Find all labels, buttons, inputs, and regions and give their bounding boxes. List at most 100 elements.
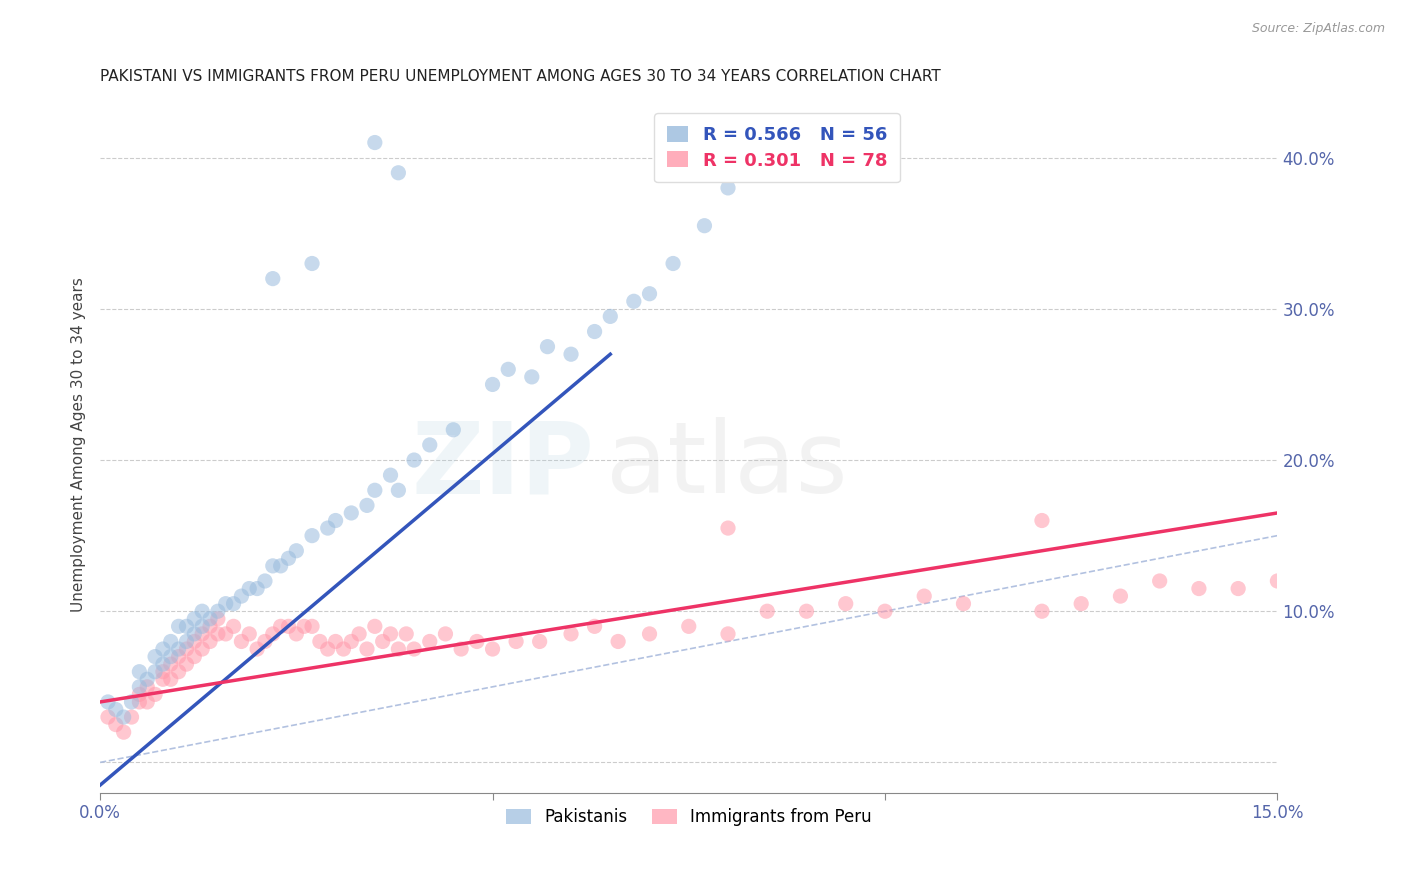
Point <box>215 627 238 641</box>
Point <box>183 649 205 664</box>
Point <box>128 680 150 694</box>
Point <box>638 286 661 301</box>
Point <box>207 604 229 618</box>
Point <box>529 634 551 648</box>
Point <box>277 551 299 566</box>
Point <box>262 558 284 573</box>
Point <box>270 619 292 633</box>
Point <box>1109 589 1132 603</box>
Point <box>191 604 214 618</box>
Point <box>309 634 332 648</box>
Point <box>387 642 409 657</box>
Point <box>371 634 394 648</box>
Point <box>450 642 472 657</box>
Point <box>325 634 347 648</box>
Point <box>183 634 205 648</box>
Point <box>143 687 166 701</box>
Point <box>270 558 292 573</box>
Point <box>246 582 269 596</box>
Point <box>717 627 740 641</box>
Point <box>285 627 308 641</box>
Point <box>176 634 198 648</box>
Point <box>121 695 143 709</box>
Point <box>1031 514 1053 528</box>
Point <box>520 370 543 384</box>
Point <box>404 642 426 657</box>
Point <box>152 665 174 679</box>
Point <box>364 619 387 633</box>
Point <box>496 362 519 376</box>
Point <box>198 634 221 648</box>
Point <box>128 665 150 679</box>
Point <box>159 673 181 687</box>
Point <box>356 642 378 657</box>
Point <box>207 612 229 626</box>
Point <box>912 589 935 603</box>
Point <box>136 673 159 687</box>
Y-axis label: Unemployment Among Ages 30 to 34 years: Unemployment Among Ages 30 to 34 years <box>72 277 86 613</box>
Point <box>481 642 503 657</box>
Point <box>340 506 363 520</box>
Point <box>121 710 143 724</box>
Point <box>262 627 284 641</box>
Point <box>599 310 621 324</box>
Point <box>316 521 339 535</box>
Point <box>128 687 150 701</box>
Point <box>198 612 221 626</box>
Point <box>231 589 253 603</box>
Point <box>380 468 402 483</box>
Point <box>253 634 276 648</box>
Point <box>97 695 120 709</box>
Point <box>301 528 323 542</box>
Point <box>332 642 354 657</box>
Point <box>176 642 198 657</box>
Point <box>356 499 378 513</box>
Point <box>253 574 276 588</box>
Point <box>285 543 308 558</box>
Point <box>419 438 441 452</box>
Point <box>152 673 174 687</box>
Point <box>536 340 558 354</box>
Point <box>434 627 457 641</box>
Point <box>152 642 174 657</box>
Point <box>678 619 700 633</box>
Point <box>262 271 284 285</box>
Point <box>873 604 896 618</box>
Point <box>207 627 229 641</box>
Point <box>277 619 299 633</box>
Point <box>112 725 135 739</box>
Point <box>465 634 488 648</box>
Point <box>97 710 120 724</box>
Point <box>104 717 127 731</box>
Point <box>238 582 260 596</box>
Point <box>364 136 387 150</box>
Point <box>717 521 740 535</box>
Point <box>387 166 409 180</box>
Point <box>136 680 159 694</box>
Point <box>191 642 214 657</box>
Text: ZIP: ZIP <box>412 417 595 515</box>
Point <box>191 619 214 633</box>
Point <box>1031 604 1053 618</box>
Point <box>222 597 245 611</box>
Point <box>152 657 174 672</box>
Point <box>560 627 582 641</box>
Point <box>560 347 582 361</box>
Point <box>325 514 347 528</box>
Point <box>952 597 974 611</box>
Point <box>756 604 779 618</box>
Point <box>143 649 166 664</box>
Point <box>128 695 150 709</box>
Point <box>159 649 181 664</box>
Point <box>835 597 858 611</box>
Point <box>1149 574 1171 588</box>
Point <box>176 657 198 672</box>
Text: PAKISTANI VS IMMIGRANTS FROM PERU UNEMPLOYMENT AMONG AGES 30 TO 34 YEARS CORRELA: PAKISTANI VS IMMIGRANTS FROM PERU UNEMPL… <box>100 69 941 84</box>
Point <box>796 604 818 618</box>
Point <box>198 619 221 633</box>
Point <box>662 256 685 270</box>
Point <box>693 219 716 233</box>
Point <box>1267 574 1289 588</box>
Point <box>340 634 363 648</box>
Point <box>1070 597 1092 611</box>
